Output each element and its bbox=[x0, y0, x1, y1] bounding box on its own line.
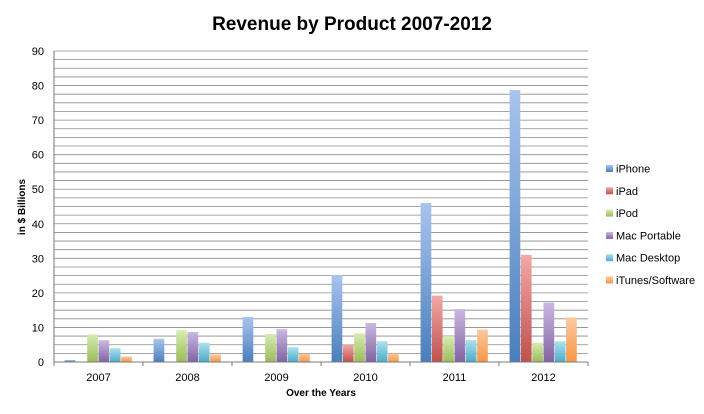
axes bbox=[53, 51, 589, 366]
y-tick-label: 50 bbox=[32, 184, 44, 196]
bar-ipod-2007 bbox=[87, 334, 98, 362]
bar-ipod-2011 bbox=[443, 336, 454, 362]
y-tick-label: 90 bbox=[32, 46, 44, 58]
bar-iphone-2010 bbox=[331, 274, 343, 362]
bar-itunes-software-2010 bbox=[388, 353, 399, 362]
x-tick-label: 2008 bbox=[175, 372, 199, 384]
legend-label-mac-portable: Mac Portable bbox=[616, 230, 681, 242]
bar-itunes-software-2012 bbox=[566, 317, 577, 362]
legend-label-mac-desktop: Mac Desktop bbox=[616, 253, 680, 265]
legend-swatch-mac-portable bbox=[606, 231, 613, 239]
bar-mac-portable-2008 bbox=[187, 331, 199, 362]
bar-mac-desktop-2012 bbox=[554, 341, 566, 362]
bar-iphone-2011 bbox=[420, 203, 432, 362]
bar-ipad-2012 bbox=[520, 254, 532, 362]
chart-title: Revenue by Product 2007-2012 bbox=[212, 14, 492, 35]
y-tick-label: 20 bbox=[32, 288, 44, 300]
bar-mac-portable-2011 bbox=[454, 309, 466, 362]
legend-swatch-iphone bbox=[606, 165, 613, 172]
x-tick-label: 2010 bbox=[353, 372, 377, 384]
bar-iphone-2012 bbox=[509, 90, 521, 363]
y-axis-title: in $ Billions bbox=[17, 179, 28, 236]
gridlines bbox=[54, 50, 588, 363]
bar-mac-desktop-2007 bbox=[109, 348, 121, 362]
bar-iphone-2009 bbox=[242, 317, 254, 362]
x-axis-title: Over the Years bbox=[286, 388, 356, 399]
legend-swatch-itunes-software bbox=[606, 276, 613, 284]
legend-label-ipad: iPad bbox=[616, 186, 638, 198]
x-tick-labels: 2007 2008 2009 2010 2011 2012 bbox=[86, 372, 555, 384]
bar-mac-portable-2007 bbox=[98, 340, 110, 362]
y-tick-label: 80 bbox=[32, 81, 44, 93]
bar-iphone-2008 bbox=[153, 338, 165, 362]
y-tick-label: 40 bbox=[32, 219, 44, 231]
bar-mac-desktop-2011 bbox=[465, 339, 477, 362]
bar-iphone-2007 bbox=[64, 359, 76, 362]
bar-ipod-2012 bbox=[532, 342, 543, 362]
y-tick-label: 10 bbox=[32, 322, 44, 334]
bar-itunes-software-2007 bbox=[121, 356, 132, 362]
legend: iPhone iPad iPod Mac Portable Mac Desktop iTu… bbox=[606, 164, 695, 287]
bar-mac-portable-2010 bbox=[365, 322, 377, 362]
bar-mac-portable-2012 bbox=[543, 302, 555, 362]
x-tick-label: 2011 bbox=[443, 372, 467, 384]
legend-label-ipod: iPod bbox=[616, 208, 638, 220]
legend-swatch-mac-desktop bbox=[606, 254, 613, 262]
x-tick-label: 2012 bbox=[531, 372, 555, 384]
y-tick-labels: 0 10 20 30 40 50 60 70 80 90 bbox=[32, 46, 44, 369]
x-tick-label: 2007 bbox=[86, 372, 110, 384]
legend-swatch-ipad bbox=[606, 187, 613, 195]
y-tick-label: 30 bbox=[32, 253, 44, 265]
bar-mac-desktop-2009 bbox=[287, 347, 299, 362]
bar-mac-portable-2009 bbox=[276, 329, 288, 362]
bar-itunes-software-2008 bbox=[210, 354, 221, 362]
y-tick-label: 70 bbox=[32, 115, 44, 127]
bars bbox=[64, 90, 577, 363]
x-tick-label: 2009 bbox=[264, 372, 288, 384]
legend-label-iphone: iPhone bbox=[616, 164, 650, 176]
bar-mac-desktop-2010 bbox=[376, 341, 388, 362]
bar-ipad-2010 bbox=[342, 344, 354, 362]
bar-itunes-software-2011 bbox=[477, 329, 488, 362]
bar-ipod-2010 bbox=[354, 333, 365, 362]
bar-itunes-software-2009 bbox=[299, 353, 310, 362]
bar-ipod-2009 bbox=[265, 334, 276, 362]
bar-ipod-2008 bbox=[176, 330, 187, 362]
bar-mac-desktop-2008 bbox=[198, 342, 210, 362]
y-tick-label: 0 bbox=[38, 357, 44, 369]
bar-ipad-2011 bbox=[431, 295, 443, 362]
legend-label-itunes-software: iTunes/Software bbox=[616, 275, 695, 287]
y-tick-label: 60 bbox=[32, 150, 44, 162]
legend-swatch-ipod bbox=[606, 209, 613, 217]
